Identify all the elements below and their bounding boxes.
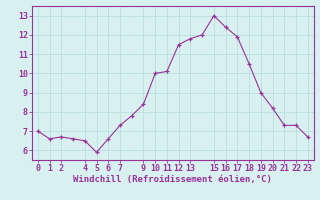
X-axis label: Windchill (Refroidissement éolien,°C): Windchill (Refroidissement éolien,°C): [73, 175, 272, 184]
